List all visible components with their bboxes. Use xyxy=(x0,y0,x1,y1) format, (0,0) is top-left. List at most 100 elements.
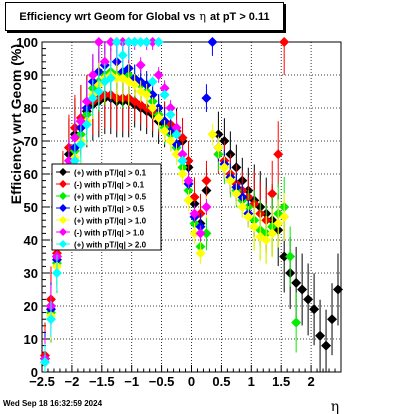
data-point xyxy=(129,37,140,47)
data-point xyxy=(183,155,194,166)
x-tick-label: −0.5 xyxy=(149,374,175,389)
data-point xyxy=(213,142,224,153)
chart-title: Efficiency wrt Geom for Global vs η at pT … xyxy=(5,2,284,31)
data-point xyxy=(111,37,122,47)
data-point xyxy=(261,235,272,245)
data-point xyxy=(201,202,212,212)
x-tick-label: −1 xyxy=(124,374,139,389)
data-point xyxy=(135,60,146,71)
data-point xyxy=(291,277,302,288)
data-point xyxy=(321,340,332,351)
data-point xyxy=(189,208,200,219)
x-tick-label: 2 xyxy=(307,374,314,389)
y-axis-label: Efficiency wrt Geom (%) xyxy=(8,44,24,204)
data-point xyxy=(267,188,278,199)
data-point xyxy=(171,129,182,140)
data-point xyxy=(177,155,188,166)
y-tick-label: 10 xyxy=(24,332,38,347)
data-point xyxy=(45,314,56,325)
y-tick-label: 20 xyxy=(24,299,38,314)
data-point xyxy=(333,284,344,295)
data-point xyxy=(87,93,98,104)
data-point xyxy=(243,211,254,222)
data-point xyxy=(219,162,230,173)
data-point xyxy=(93,86,104,97)
data-point xyxy=(201,93,212,104)
data-point xyxy=(285,251,296,262)
data-point xyxy=(207,37,218,47)
y-tick-label: 100 xyxy=(16,35,38,50)
data-point xyxy=(135,37,146,47)
data-point xyxy=(147,76,158,87)
x-tick-label: 1.5 xyxy=(272,374,290,389)
data-point xyxy=(177,149,188,160)
legend-marker xyxy=(59,168,67,176)
legend-marker xyxy=(59,192,67,200)
y-tick-label: 70 xyxy=(24,134,38,149)
y-tick-label: 30 xyxy=(24,266,38,281)
data-point xyxy=(315,330,326,341)
x-axis-label: η xyxy=(331,399,339,414)
data-point xyxy=(159,89,170,100)
legend-label: (-) with pT/|q| > 0.1 xyxy=(74,181,145,190)
data-point xyxy=(165,109,176,120)
legend-label: (+) with pT/|q| > 2.0 xyxy=(74,241,147,250)
data-point xyxy=(99,56,110,67)
x-tick-label: 1 xyxy=(248,374,255,389)
x-tick-label: −1.5 xyxy=(89,374,115,389)
data-point xyxy=(303,294,314,305)
data-point xyxy=(291,317,302,328)
legend-marker xyxy=(59,204,67,212)
data-point xyxy=(141,37,152,47)
data-point xyxy=(279,211,290,222)
data-point xyxy=(159,83,170,94)
x-tick-label: 0.5 xyxy=(212,374,230,389)
data-point xyxy=(69,132,80,143)
legend-label: (+) with pT/|q| > 1.0 xyxy=(74,217,147,226)
legend-marker xyxy=(59,240,67,248)
data-point xyxy=(171,149,182,160)
x-tick-label: −2 xyxy=(64,374,79,389)
data-point xyxy=(237,202,248,212)
data-point xyxy=(123,37,134,47)
data-point xyxy=(225,175,236,186)
y-tick-label: 60 xyxy=(24,167,38,182)
data-point xyxy=(141,89,152,100)
data-point xyxy=(297,284,308,295)
legend-marker xyxy=(59,216,67,224)
data-point xyxy=(273,149,284,160)
legend-marker xyxy=(59,180,67,188)
y-tick-label: 50 xyxy=(24,200,38,215)
data-point xyxy=(195,228,206,239)
data-point xyxy=(147,89,158,100)
y-tick-label: 40 xyxy=(24,233,38,248)
x-tick-label: 0 xyxy=(188,374,195,389)
data-point xyxy=(93,37,104,47)
data-point xyxy=(87,70,98,80)
legend-label: (+) with pT/|q| > 0.5 xyxy=(74,193,147,202)
data-point xyxy=(75,139,86,150)
data-point xyxy=(129,79,140,90)
data-point xyxy=(81,119,92,130)
data-point xyxy=(147,37,158,47)
legend-label: (+) with pT/|q| > 0.1 xyxy=(74,169,147,178)
data-point xyxy=(153,70,164,80)
legend-label: (-) with pT/|q| > 0.5 xyxy=(74,205,145,214)
data-point xyxy=(183,175,194,186)
data-point xyxy=(147,103,158,113)
y-tick-label: 80 xyxy=(24,101,38,116)
data-point xyxy=(153,37,164,47)
x-tick-label: −2.5 xyxy=(29,374,55,389)
data-point xyxy=(273,218,284,229)
data-point xyxy=(159,126,170,137)
data-point xyxy=(69,155,80,166)
data-point xyxy=(117,50,128,61)
title-eta-symbol: η xyxy=(199,10,206,23)
data-point xyxy=(279,37,290,47)
data-point xyxy=(267,228,278,239)
data-point xyxy=(231,188,242,199)
data-point xyxy=(105,37,116,47)
data-point xyxy=(177,169,188,179)
title-prefix: Efficiency wrt Geom for Global vs xyxy=(19,10,196,23)
